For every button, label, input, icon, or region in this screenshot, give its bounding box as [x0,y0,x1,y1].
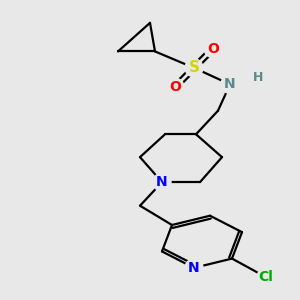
Text: H: H [253,70,263,84]
Text: N: N [188,261,200,275]
Circle shape [257,268,275,286]
Text: O: O [169,80,181,94]
Text: N: N [224,77,236,91]
Text: O: O [207,42,219,56]
Circle shape [221,75,239,93]
Circle shape [153,173,171,191]
Circle shape [185,59,203,77]
Text: S: S [188,60,200,75]
Circle shape [185,259,203,277]
Text: Cl: Cl [259,270,273,284]
Circle shape [204,40,222,58]
Circle shape [166,78,184,96]
Circle shape [221,75,239,93]
Text: N: N [156,175,168,189]
